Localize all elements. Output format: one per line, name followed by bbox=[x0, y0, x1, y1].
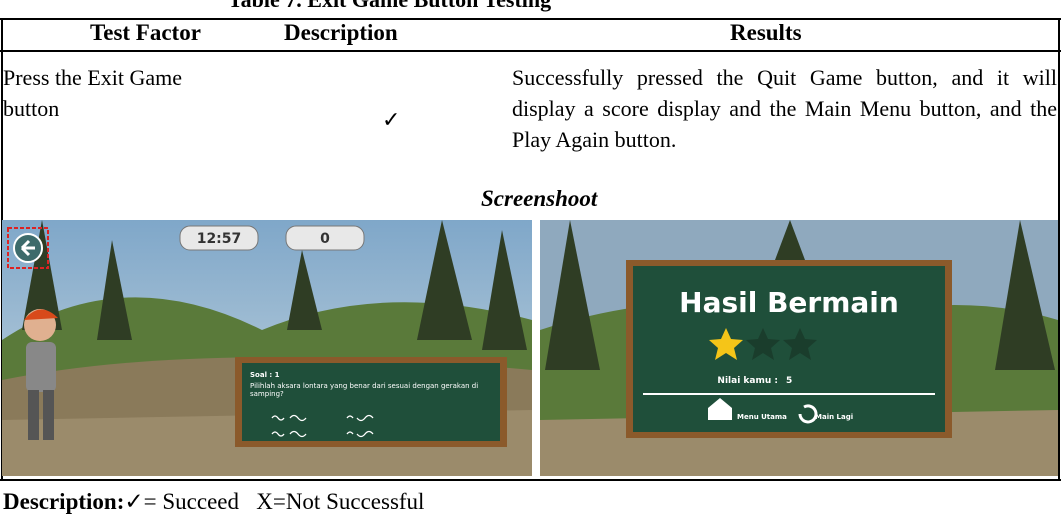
question: Pilihlah aksara lontara yang benar dari … bbox=[250, 382, 479, 398]
cell: ✓ bbox=[382, 107, 401, 132]
score: 5 bbox=[786, 376, 792, 386]
legend: Description:✓= Succeed X=Not Successful bbox=[3, 489, 424, 515]
menu-button-label: Menu Utama bbox=[737, 413, 787, 421]
legend-text: ✓= Succeed X=Not Successful bbox=[124, 489, 425, 514]
score-label: Nilai kamu : bbox=[717, 376, 778, 386]
question-number: Soal : 1 bbox=[250, 371, 280, 379]
header-cell: Test Factor bbox=[90, 20, 201, 45]
header-cell: Description bbox=[284, 20, 398, 45]
replay-button[interactable]: Main Lagi bbox=[798, 404, 853, 424]
character bbox=[24, 309, 58, 440]
header-cell: Results bbox=[730, 20, 802, 45]
screenshot-result: Hasil Bermain Nilai kamu : 5 Menu Utama … bbox=[540, 220, 1058, 476]
menu-button[interactable]: Menu Utama bbox=[708, 398, 787, 421]
legend-label: Description: bbox=[3, 489, 125, 514]
score: 0 bbox=[320, 231, 330, 247]
table-border bbox=[0, 50, 1061, 52]
table-border bbox=[0, 479, 1061, 481]
result-title: Hasil Bermain bbox=[679, 286, 899, 319]
table-border bbox=[1, 18, 3, 480]
table-border bbox=[1058, 18, 1060, 480]
table-border bbox=[0, 18, 1061, 20]
screenshot-game: 12:57 0 Soal : 1 Pilihlah aksara lontara… bbox=[2, 220, 532, 476]
cell: Press the Exit Game button bbox=[3, 65, 183, 121]
replay-button-label: Main Lagi bbox=[815, 413, 853, 421]
table-caption: Table 7. Exit Game Button Testing bbox=[228, 0, 551, 13]
timer: 12:57 bbox=[197, 231, 242, 247]
cell: Successfully pressed the Quit Game butto… bbox=[512, 65, 1057, 152]
screenshot-label: Screenshoot bbox=[481, 186, 598, 211]
